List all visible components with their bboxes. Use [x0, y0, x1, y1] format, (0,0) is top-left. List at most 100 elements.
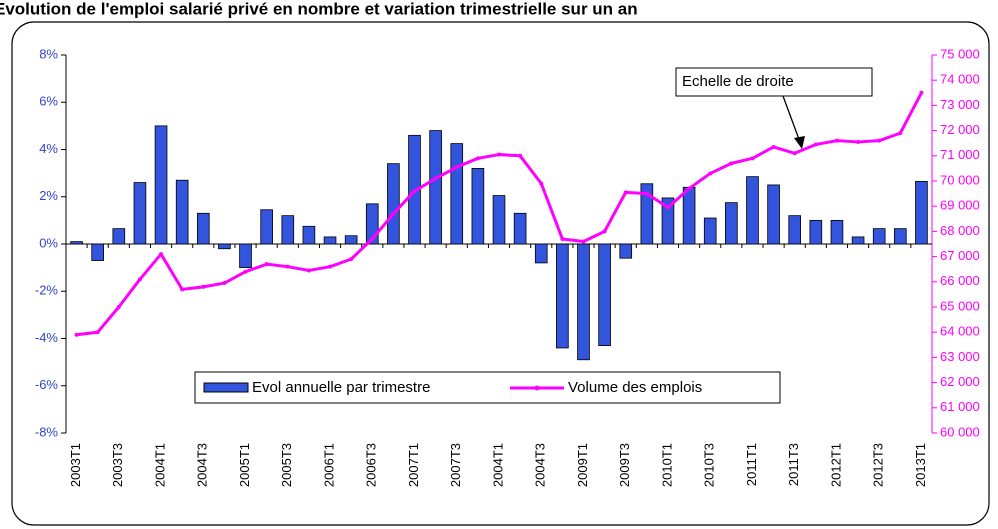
line-marker [370, 236, 375, 241]
bar [112, 228, 126, 245]
y2-tick-label: 70 000 [940, 172, 980, 187]
bar [70, 241, 83, 245]
y2-tick-label: 75 000 [940, 46, 980, 61]
line-marker [644, 191, 649, 196]
x-tick-label: 2007T3 [448, 443, 463, 487]
bar [239, 243, 252, 269]
line-marker [222, 281, 227, 286]
y-tick-label: 2% [39, 188, 58, 203]
x-tick-label: 2013T1 [913, 443, 928, 487]
line-marker [518, 153, 523, 158]
line-marker [665, 205, 670, 210]
y-tick-label: -8% [35, 424, 59, 439]
bar [471, 167, 485, 245]
bar [133, 182, 147, 245]
line-marker [116, 305, 121, 309]
annotation-arrow [782, 95, 801, 143]
bar [915, 180, 928, 245]
y2-tick-label: 64 000 [940, 324, 980, 339]
line-marker [454, 165, 459, 170]
y-tick-label: 4% [39, 141, 58, 156]
bar [323, 236, 337, 245]
line-marker [74, 332, 79, 337]
plot: -8% -6% -4% -2% 0% 2% 4% 6% 8% 60 000 61 000 62 000… [35, 46, 980, 487]
line-marker [687, 186, 692, 191]
legend-label: Volume des emplois [568, 379, 702, 396]
y-tick-label: 0% [39, 235, 58, 250]
line-marker [328, 264, 333, 269]
bar [534, 243, 548, 264]
line-marker [539, 181, 544, 186]
bar [640, 183, 654, 245]
line-marker [159, 252, 164, 257]
bar [851, 236, 865, 245]
x-tick-label: 2009T1 [575, 443, 590, 487]
line-marker [856, 139, 861, 144]
x-tick-label: 2012T1 [828, 443, 843, 487]
annotation: Echelle de droite [682, 73, 794, 90]
y2-tick-label: 72 000 [940, 122, 980, 137]
bar [260, 209, 273, 245]
bar [725, 202, 738, 245]
bar [703, 217, 717, 245]
x-tick-label: 2005T3 [279, 443, 294, 487]
y2-tick-label: 74 000 [940, 72, 980, 87]
bar [218, 243, 231, 250]
y-tick-label: 8% [39, 46, 58, 61]
bar [450, 143, 464, 245]
x-tick-label: 2006T1 [321, 443, 336, 487]
y2-tick-label: 60 000 [940, 424, 980, 439]
x-tick-label: 2005T1 [237, 443, 252, 487]
line-marker [813, 142, 818, 147]
x-tick-label: 2010T3 [702, 443, 717, 487]
bar [809, 219, 823, 245]
x-tick-label: 2003T1 [68, 443, 83, 487]
bar [429, 130, 442, 245]
bar [387, 163, 400, 245]
x-tick-label: 2003T3 [110, 443, 125, 487]
bar [682, 186, 696, 245]
line-marker [560, 236, 565, 241]
x-tick-label: 2010T1 [659, 443, 674, 487]
y-tick-label: 6% [39, 94, 58, 109]
bar [767, 184, 780, 245]
y2-tick-label: 73 000 [940, 97, 980, 112]
bar [556, 243, 569, 349]
y2-tick-label: 63 000 [940, 349, 980, 364]
bar [894, 228, 907, 245]
x-tick-label: 2007T1 [406, 443, 421, 487]
y2-tick-label: 67 000 [940, 248, 980, 263]
line-marker [623, 190, 628, 195]
line-marker [391, 211, 396, 216]
legend-dot [534, 385, 540, 391]
chart-title: Evolution de l'emploi salarié privé en n… [0, 0, 638, 18]
bar [175, 179, 189, 245]
bar [492, 195, 506, 245]
line-marker [433, 176, 438, 181]
legend [194, 371, 781, 404]
line-marker [898, 131, 903, 136]
bar [661, 197, 675, 245]
x-tick-label: 2011T1 [744, 443, 759, 486]
arrow-head [794, 136, 805, 149]
line-marker [475, 156, 480, 161]
x-tick-label: 2004T3 [533, 443, 548, 487]
y2-tick-label: 62 000 [940, 374, 980, 389]
y2-tick-label: 71 000 [940, 147, 980, 162]
y2-tick-label: 65 000 [940, 298, 980, 313]
y-tick-label: -4% [35, 330, 59, 345]
x-tick-label: 2012T3 [871, 443, 886, 487]
x-tick-label: 2011T3 [786, 443, 801, 486]
bar [281, 215, 295, 245]
line-marker [412, 189, 417, 194]
bar [91, 243, 104, 261]
y2-tick-label: 66 000 [940, 273, 980, 288]
legend-label: Evol annuelle par trimestre [252, 379, 430, 396]
x-tick-label: 2006T3 [364, 443, 379, 487]
bar [302, 225, 316, 245]
line-marker [497, 152, 501, 157]
x-tick-label: 2004T3 [195, 443, 210, 487]
y-tick-label: -2% [35, 283, 59, 298]
bar [154, 125, 168, 245]
